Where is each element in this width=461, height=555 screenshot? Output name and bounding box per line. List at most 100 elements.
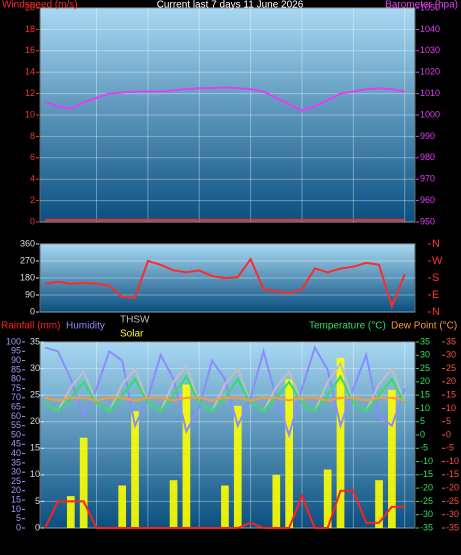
y3-tick-label: 35 bbox=[446, 336, 456, 346]
y1-tick-label: 25 bbox=[11, 476, 21, 486]
y3-tick-label: -20 bbox=[446, 483, 459, 493]
legend-label: Humidity bbox=[66, 321, 105, 332]
y-tick-label: 0 bbox=[35, 522, 40, 532]
y-tick-label: 0 bbox=[30, 306, 35, 316]
x-tick-label: Day 9 bbox=[229, 230, 251, 239]
solar-bar bbox=[79, 437, 88, 528]
y2-tick-label: 990 bbox=[420, 131, 435, 141]
solar-bar bbox=[169, 480, 178, 528]
y1-tick-label: 95 bbox=[11, 346, 21, 356]
y2-tick-label: 1010 bbox=[420, 88, 440, 98]
solar-bar bbox=[388, 389, 396, 528]
y3-tick-label: 0 bbox=[446, 429, 451, 439]
y2-tick-label: 15 bbox=[420, 390, 430, 400]
series-line bbox=[44, 257, 406, 310]
y2-tick-label: 1020 bbox=[420, 67, 440, 77]
y-tick-label: 35 bbox=[30, 336, 40, 346]
y2-tick-label: 35 bbox=[420, 336, 430, 346]
y2-tick-label: -5 bbox=[420, 443, 428, 453]
x-tick-label: Day 9 bbox=[229, 536, 251, 545]
legend-label: Dew Point (°C) bbox=[391, 321, 457, 332]
y3-tick-label: -5 bbox=[446, 443, 454, 453]
y-tick-label: 0 bbox=[30, 216, 35, 226]
x-tick-label: Day 11 bbox=[328, 230, 354, 239]
y-tick-label: 6 bbox=[30, 152, 35, 162]
y3-tick-label: 5 bbox=[446, 416, 451, 426]
y3-tick-label: -30 bbox=[446, 509, 459, 519]
solar-bar bbox=[66, 496, 75, 528]
y1-tick-label: 70 bbox=[11, 392, 21, 402]
x-tick-label: Day 8 bbox=[178, 230, 200, 239]
y2-tick-label: 960 bbox=[420, 195, 435, 205]
x-tick-label: Day 6 bbox=[75, 536, 97, 545]
y2-tick-label: 1050 bbox=[420, 2, 440, 12]
y2-tick-label: -10 bbox=[420, 456, 433, 466]
legend-label: Temperature (°C) bbox=[309, 321, 386, 332]
y1-tick-label: 30 bbox=[11, 467, 21, 477]
y1-tick-label: 5 bbox=[16, 513, 21, 523]
series-line bbox=[44, 396, 405, 402]
y1-tick-label: 60 bbox=[11, 411, 21, 421]
y2-tick-label: S bbox=[432, 272, 439, 284]
y2-tick-label: 970 bbox=[420, 174, 435, 184]
y2-tick-label: -30 bbox=[420, 509, 433, 519]
x-tick-label: Day 10 bbox=[276, 230, 302, 239]
legend-label: THSW bbox=[120, 315, 150, 326]
y-tick-label: 4 bbox=[30, 174, 35, 184]
solar-bar bbox=[272, 474, 281, 528]
y1-tick-label: 75 bbox=[11, 383, 21, 393]
y1-tick-label: 35 bbox=[11, 457, 21, 467]
y1-tick-label: 20 bbox=[11, 485, 21, 495]
chart-title: Current last 7 days 11 June 2026 bbox=[157, 0, 304, 11]
x-tick-label: Day 11 bbox=[328, 536, 354, 545]
legend-label: Windspeed (m/s) bbox=[2, 0, 78, 11]
y3-tick-label: -10 bbox=[446, 456, 459, 466]
y3-tick-label: 20 bbox=[446, 376, 456, 386]
solar-bar bbox=[233, 405, 242, 528]
x-tick-label: Day 7 bbox=[127, 230, 149, 239]
y-tick-label: 16 bbox=[25, 45, 35, 55]
y-tick-label: 8 bbox=[30, 131, 35, 141]
y1-tick-label: 15 bbox=[11, 494, 21, 504]
y-tick-label: 20 bbox=[30, 416, 40, 426]
solar-bar bbox=[182, 384, 191, 528]
y2-tick-label: 980 bbox=[420, 152, 435, 162]
solar-bar bbox=[323, 469, 332, 528]
y1-tick-label: 50 bbox=[11, 429, 21, 439]
y2-tick-label: 5 bbox=[420, 416, 425, 426]
y2-tick-label: N bbox=[432, 306, 440, 318]
x-tick-label: Day 7 bbox=[127, 536, 149, 545]
y2-tick-label: 1040 bbox=[420, 24, 440, 34]
y2-tick-label: 20 bbox=[420, 376, 430, 386]
y3-tick-label: 15 bbox=[446, 390, 456, 400]
legend-label: Rainfall (mm) bbox=[1, 321, 60, 332]
y2-tick-label: W bbox=[432, 255, 443, 267]
y1-tick-label: 55 bbox=[11, 420, 21, 430]
y-tick-label: 20 bbox=[25, 2, 35, 12]
plot-area bbox=[39, 7, 416, 223]
series-line bbox=[44, 489, 405, 529]
y-tick-label: 10 bbox=[30, 469, 40, 479]
x-tick-label: Day 12 bbox=[379, 536, 405, 545]
y-tick-label: 5 bbox=[35, 496, 40, 506]
y3-tick-label: -15 bbox=[446, 469, 459, 479]
y2-tick-label: E bbox=[432, 289, 439, 301]
y2-tick-label: 0 bbox=[420, 429, 425, 439]
series-line bbox=[44, 345, 406, 439]
y-tick-label: 18 bbox=[25, 24, 35, 34]
y-tick-label: 10 bbox=[25, 109, 35, 119]
y2-tick-label: -25 bbox=[420, 496, 433, 506]
y3-tick-label: 25 bbox=[446, 363, 456, 373]
x-tick-label: Day 8 bbox=[178, 536, 200, 545]
y-tick-label: 180 bbox=[20, 272, 35, 282]
y2-tick-label: N bbox=[432, 238, 440, 250]
y1-tick-label: 10 bbox=[11, 504, 21, 514]
y-tick-label: 14 bbox=[25, 67, 35, 77]
y2-tick-label: 1000 bbox=[420, 109, 440, 119]
solar-bar bbox=[118, 485, 127, 528]
solar-bar bbox=[375, 480, 383, 528]
x-tick-label: Day 10 bbox=[276, 536, 302, 545]
y2-tick-label: 1030 bbox=[420, 45, 440, 55]
y-tick-label: 90 bbox=[25, 289, 35, 299]
